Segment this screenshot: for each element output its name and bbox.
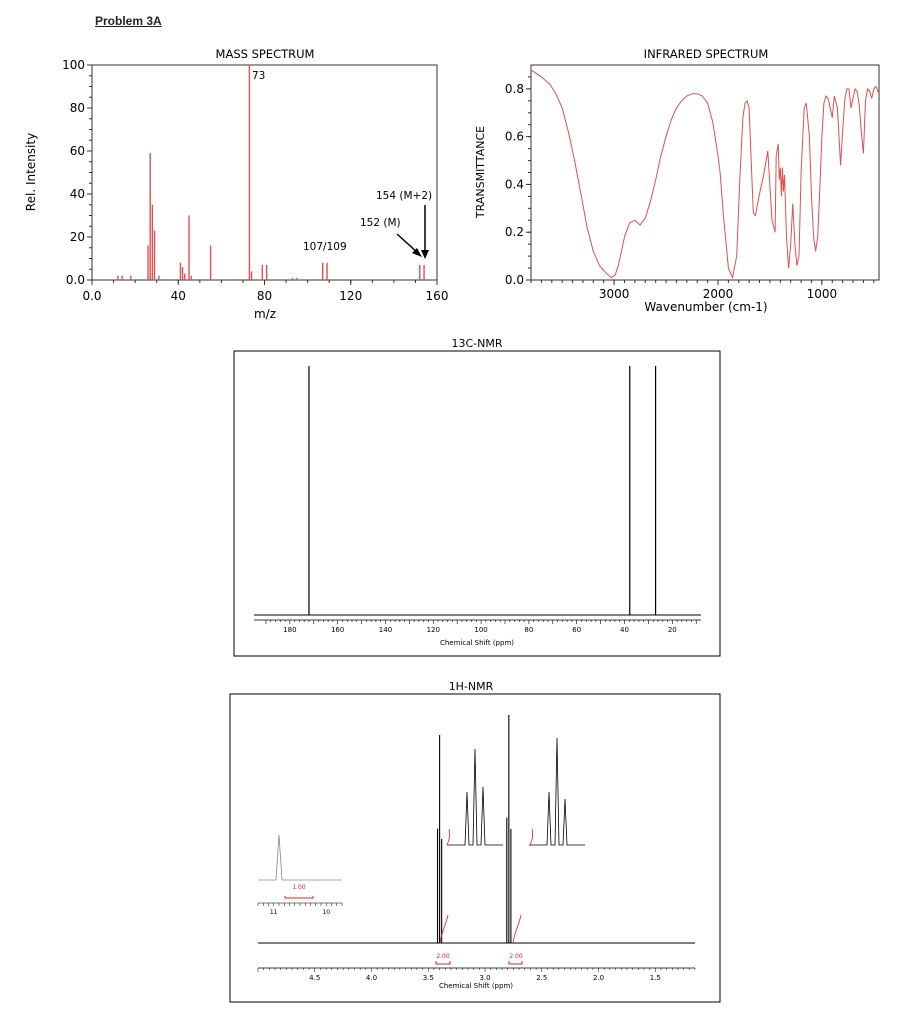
h1-tick-label: 4.5 xyxy=(309,974,320,982)
c13-tick-label: 160 xyxy=(331,626,344,634)
h1-expansion-integral-2 xyxy=(529,828,534,846)
ir-ytick-label: 0.2 xyxy=(505,225,524,239)
arrowhead-154 xyxy=(421,250,429,259)
h1-title: 1H-NMR xyxy=(449,680,494,693)
h1-tick-label: 2.5 xyxy=(536,974,547,982)
arrow-152 xyxy=(396,233,419,254)
ir-xtick-label: 1000 xyxy=(807,287,838,301)
h1-inset-tick-label: 10 xyxy=(322,909,330,916)
c13-tick-label: 180 xyxy=(283,626,296,634)
mass-ytick-label: 20 xyxy=(70,230,85,244)
mass-ytick-label: 40 xyxy=(70,187,85,201)
h1-tick-label: 1.5 xyxy=(650,974,661,982)
c13-tick-label: 120 xyxy=(427,626,440,634)
h1-expansion-triplet-1 xyxy=(447,748,503,846)
mass-xtick-label: 80 xyxy=(257,289,272,303)
ir-ytick-label: 0.8 xyxy=(505,82,524,96)
ir-ytick-label: 0.0 xyxy=(505,273,524,287)
ir-ylabel: TRANSMITTANCE xyxy=(474,126,487,219)
h1-integral-bracket xyxy=(508,961,523,965)
ir-ytick-label: 0.6 xyxy=(505,130,524,144)
h1-inset-singlet xyxy=(258,834,342,881)
mass-label-73: 73 xyxy=(252,70,265,82)
h1-integral-curve-1 xyxy=(439,914,449,944)
h1-integral-label-1: 2.00 xyxy=(436,953,450,960)
c13-xlabel: Chemical Shift (ppm) xyxy=(440,639,514,647)
h1-integral-curve-2 xyxy=(512,914,522,944)
mass-label-152-m: 152 (M) xyxy=(360,217,401,229)
mass-spectrum-ylabel: Rel. Intensity xyxy=(24,133,38,211)
h1-tick-label: 3.0 xyxy=(479,974,490,982)
h1-xlabel: Chemical Shift (ppm) xyxy=(439,982,513,990)
ir-ytick-label: 0.4 xyxy=(505,177,524,191)
ir-xtick-label: 3000 xyxy=(599,287,630,301)
mass-ytick-label: 100 xyxy=(62,58,85,72)
c13-tick-label: 100 xyxy=(474,626,487,634)
ir-transmittance-line xyxy=(530,69,880,280)
h1-expansion-integral-1 xyxy=(446,828,451,846)
ir-xtick-label: 2000 xyxy=(703,287,734,301)
mass-xtick-label: 160 xyxy=(426,289,449,303)
c13-title: 13C-NMR xyxy=(451,337,502,350)
mass-label-154-m2: 154 (M+2) xyxy=(376,190,432,202)
c13-tick-label: 80 xyxy=(524,626,533,634)
ir-plot-frame xyxy=(530,64,880,281)
problem-title: Problem 3A xyxy=(95,14,162,28)
mass-xtick-label: 0.0 xyxy=(82,289,101,303)
mass-ytick-label: 80 xyxy=(70,101,85,115)
c13-tick-label: 140 xyxy=(379,626,392,634)
h1-integral-label-2: 2.00 xyxy=(509,953,523,960)
h1-inset-integral-bracket xyxy=(284,896,314,899)
h1-expansion-triplet-2 xyxy=(529,737,585,846)
h1-tick-label: 4.0 xyxy=(366,974,377,982)
h1-inset-tick-label: 11 xyxy=(270,909,278,916)
h1-tick-label: 2.0 xyxy=(593,974,604,982)
ir-spectrum-title: INFRARED SPECTRUM xyxy=(644,47,769,61)
h1-integral-bracket xyxy=(435,961,451,965)
c13-tick-label: 40 xyxy=(620,626,629,634)
mass-spectrum-plot-frame xyxy=(91,64,438,281)
arrowhead-152 xyxy=(412,248,422,257)
c13-frame xyxy=(233,350,721,657)
h1-inset-integral-label: 1.00 xyxy=(292,884,306,891)
mass-ytick-label: 60 xyxy=(70,144,85,158)
mass-label-107-109: 107/109 xyxy=(303,241,347,253)
mass-ytick-label: 0.0 xyxy=(66,273,85,287)
mass-spectrum-xlabel: m/z xyxy=(254,307,276,321)
c13-tick-label: 20 xyxy=(668,626,677,634)
h1-tick-label: 3.5 xyxy=(423,974,434,982)
ir-xlabel: Wavenumber (cm-1) xyxy=(644,300,767,314)
mass-xtick-label: 120 xyxy=(339,289,362,303)
mass-xtick-label: 40 xyxy=(171,289,186,303)
c13-tick-label: 60 xyxy=(572,626,581,634)
h1-frame xyxy=(229,693,721,1003)
mass-spectrum-title: MASS SPECTRUM xyxy=(216,47,315,61)
